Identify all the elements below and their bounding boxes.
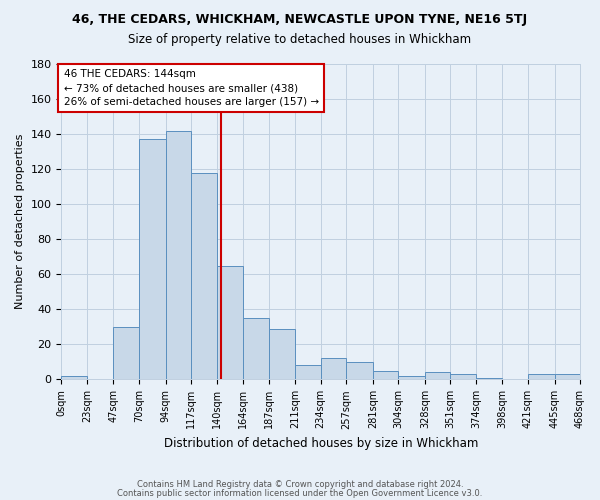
- Bar: [451, 374, 476, 380]
- Bar: [295, 366, 321, 380]
- Bar: [166, 130, 191, 380]
- Text: Contains public sector information licensed under the Open Government Licence v3: Contains public sector information licen…: [118, 488, 482, 498]
- Bar: [373, 370, 398, 380]
- Bar: [61, 376, 87, 380]
- Bar: [528, 374, 554, 380]
- Bar: [113, 327, 139, 380]
- Bar: [191, 172, 217, 380]
- Y-axis label: Number of detached properties: Number of detached properties: [15, 134, 25, 310]
- Bar: [476, 378, 502, 380]
- Bar: [425, 372, 451, 380]
- Text: 46, THE CEDARS, WHICKHAM, NEWCASTLE UPON TYNE, NE16 5TJ: 46, THE CEDARS, WHICKHAM, NEWCASTLE UPON…: [73, 12, 527, 26]
- Bar: [554, 374, 580, 380]
- Bar: [398, 376, 425, 380]
- Text: Contains HM Land Registry data © Crown copyright and database right 2024.: Contains HM Land Registry data © Crown c…: [137, 480, 463, 489]
- Bar: [269, 328, 295, 380]
- Bar: [346, 362, 373, 380]
- Bar: [321, 358, 346, 380]
- Text: Size of property relative to detached houses in Whickham: Size of property relative to detached ho…: [128, 32, 472, 46]
- X-axis label: Distribution of detached houses by size in Whickham: Distribution of detached houses by size …: [164, 437, 478, 450]
- Bar: [217, 266, 243, 380]
- Text: 46 THE CEDARS: 144sqm
← 73% of detached houses are smaller (438)
26% of semi-det: 46 THE CEDARS: 144sqm ← 73% of detached …: [64, 70, 319, 108]
- Bar: [139, 140, 166, 380]
- Bar: [243, 318, 269, 380]
